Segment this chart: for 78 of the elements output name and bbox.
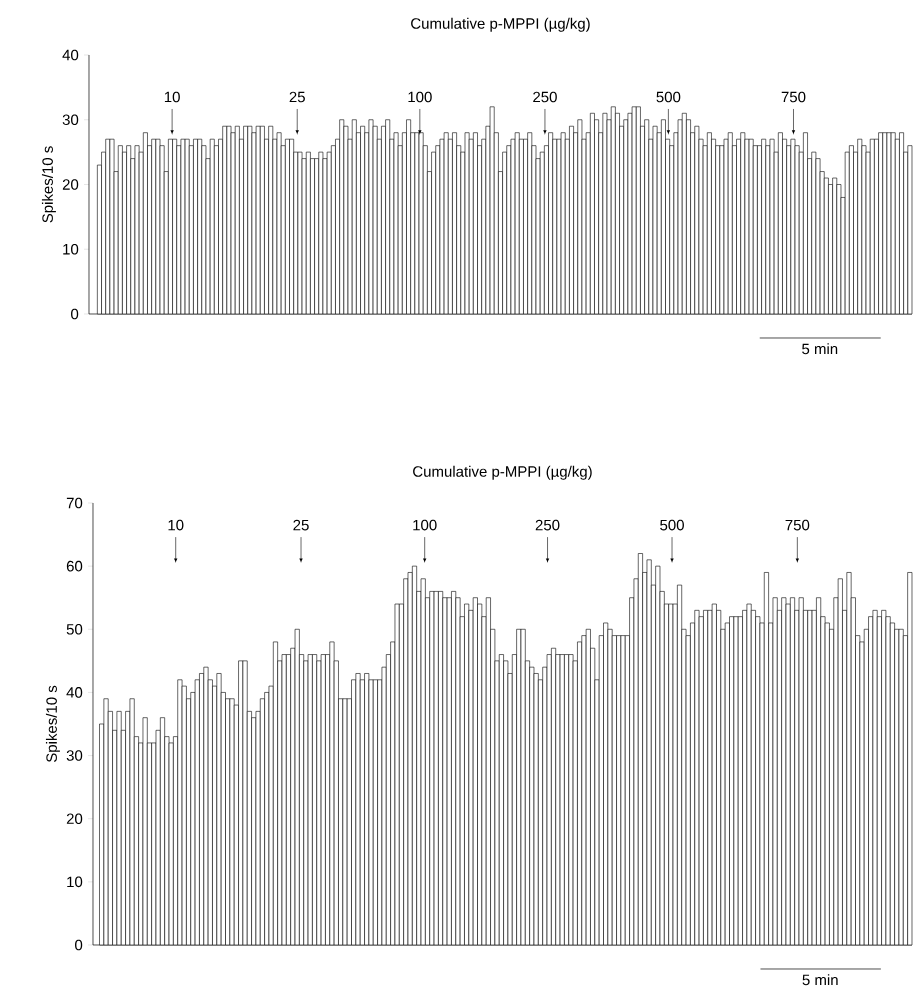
annotation: 10 xyxy=(168,519,184,531)
bar xyxy=(837,578,843,946)
chart-title: Cumulative p-MPPI (µg/kg) xyxy=(411,17,590,32)
bar xyxy=(748,138,754,315)
bar xyxy=(711,603,717,946)
bar xyxy=(394,603,400,946)
bar xyxy=(209,138,215,315)
y-tick-label: 30 xyxy=(62,114,79,126)
bar xyxy=(631,106,637,315)
bar xyxy=(103,698,109,946)
bar xyxy=(420,578,426,946)
bar xyxy=(890,132,896,315)
y-tick-label: 50 xyxy=(66,623,83,635)
y-tick-label: 20 xyxy=(66,813,83,825)
y-axis-title: Spikes/10 s xyxy=(41,146,56,223)
bar xyxy=(216,673,222,946)
annotation: 25 xyxy=(293,519,309,531)
bar xyxy=(798,597,804,946)
bar xyxy=(294,628,300,946)
bar xyxy=(652,125,658,315)
y-tick-label: 10 xyxy=(67,876,83,888)
bar xyxy=(846,572,852,946)
annotation: 100 xyxy=(413,519,437,531)
y-tick-label: 20 xyxy=(62,179,79,190)
bar xyxy=(772,597,778,946)
y-tick-label: 30 xyxy=(66,750,83,761)
bar xyxy=(907,572,913,946)
y-tick-label: 40 xyxy=(66,687,83,698)
bar xyxy=(514,132,520,315)
bar xyxy=(872,610,878,946)
annotation: 750 xyxy=(781,91,806,103)
text: 5 min xyxy=(802,974,838,986)
annotation: 250 xyxy=(533,91,557,103)
bar xyxy=(355,673,361,946)
bar xyxy=(489,106,495,315)
y-tick-label: 0 xyxy=(71,308,79,320)
annotation: 10 xyxy=(164,91,180,103)
annotation: 25 xyxy=(289,91,305,103)
bar xyxy=(560,132,566,315)
bar xyxy=(109,138,115,315)
annotation: 250 xyxy=(535,519,560,531)
bar xyxy=(281,654,287,946)
bar xyxy=(520,628,526,946)
bar xyxy=(116,711,122,946)
bar xyxy=(559,654,565,946)
bar xyxy=(342,698,348,946)
y-tick-label: 0 xyxy=(75,939,83,951)
y-tick-label: 10 xyxy=(63,243,79,255)
bar xyxy=(255,125,261,315)
bar xyxy=(443,132,449,315)
bar xyxy=(746,603,752,946)
bar xyxy=(733,616,739,946)
bar xyxy=(620,635,626,946)
bar xyxy=(907,145,913,315)
y-tick-label: 40 xyxy=(62,49,79,61)
bar xyxy=(898,628,904,946)
y-axis-title: Spikes/10 s xyxy=(45,685,60,763)
annotation: 100 xyxy=(408,91,432,103)
bar xyxy=(464,132,470,315)
text: 5 min xyxy=(802,343,838,355)
bar xyxy=(242,660,248,946)
bar xyxy=(307,654,313,946)
bar xyxy=(433,591,439,946)
bar xyxy=(418,132,424,315)
chart-title: Cumulative p-MPPI (µg/kg) xyxy=(413,465,592,480)
bar xyxy=(129,698,135,946)
annotation: 500 xyxy=(656,91,681,103)
y-tick-label: 70 xyxy=(66,497,83,509)
bar xyxy=(585,628,591,946)
bar xyxy=(276,132,282,315)
bar xyxy=(229,698,235,946)
bar xyxy=(646,559,652,946)
annotation: 500 xyxy=(660,519,684,531)
bar xyxy=(142,717,148,946)
annotation: 750 xyxy=(785,519,810,531)
bar xyxy=(184,138,190,315)
y-tick-label: 60 xyxy=(66,560,83,572)
bar xyxy=(320,654,326,946)
